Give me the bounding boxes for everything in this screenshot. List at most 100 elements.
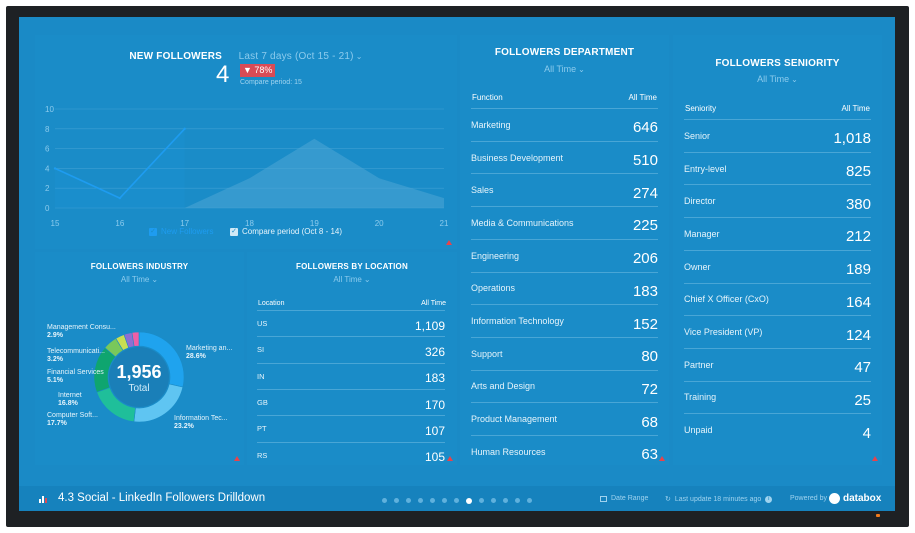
row-value: 170	[424, 397, 445, 412]
row-label: Human Resources	[471, 446, 546, 457]
row-value: 646	[632, 119, 658, 137]
row-value: 183	[632, 282, 658, 300]
chevron-down-icon: ⌄	[151, 275, 159, 284]
period-selector[interactable]: All Time ⌄	[757, 74, 798, 84]
page-dot[interactable]	[418, 498, 423, 503]
page-dot[interactable]	[491, 498, 496, 503]
table-row: Manager 212	[684, 217, 871, 250]
compare-period-area	[55, 138, 444, 208]
slice-label: Marketing an... 28.6%	[186, 345, 232, 361]
row-value: 212	[845, 228, 871, 246]
power-led	[876, 514, 880, 517]
row-value: 164	[845, 293, 871, 311]
slice-name: Computer Soft...	[47, 412, 98, 419]
page-dot[interactable]	[442, 498, 447, 503]
page-dot[interactable]	[527, 498, 532, 503]
chevron-down-icon: ⌄	[363, 275, 371, 284]
page-dot[interactable]	[515, 498, 520, 503]
x-tick-label: 15	[51, 219, 60, 228]
warning-icon[interactable]	[447, 456, 453, 461]
column-header-location: Location	[258, 300, 285, 307]
change-badge: ▼ 78%	[240, 64, 276, 77]
row-value: 68	[641, 413, 658, 431]
x-tick-label: 16	[115, 219, 124, 228]
legend-compare-period[interactable]: ✓ Compare period (Oct 8 - 14)	[230, 227, 343, 236]
new-followers-panel: NEW FOLLOWERS Last 7 days (Oct 15 - 21) ⌄…	[35, 35, 457, 249]
footer-bar: 4.3 Social - LinkedIn Followers Drilldow…	[19, 486, 895, 511]
slice-name: Internet	[58, 392, 82, 399]
row-label: Unpaid	[684, 425, 713, 436]
databox-logo[interactable]: databox	[829, 493, 881, 504]
page-dot[interactable]	[394, 498, 399, 503]
warning-icon[interactable]	[659, 456, 665, 461]
row-value: 105	[424, 450, 445, 465]
row-label: Business Development	[471, 152, 564, 163]
page-dot[interactable]	[503, 498, 508, 503]
row-value: 4	[862, 424, 871, 442]
row-label: Product Management	[471, 414, 558, 425]
row-label: Operations	[471, 283, 516, 294]
chevron-down-icon: ⌄	[791, 75, 798, 84]
y-tick-label: 10	[45, 105, 54, 114]
row-value: 510	[632, 152, 658, 170]
info-icon[interactable]: i	[765, 495, 773, 503]
checkbox-icon: ✓	[149, 227, 157, 236]
row-label: Media & Communications	[471, 217, 574, 228]
row-label: GB	[257, 398, 268, 408]
data-point	[118, 196, 122, 200]
period-selector[interactable]: Last 7 days (Oct 15 - 21) ⌄	[238, 51, 363, 62]
row-label: Chief X Officer (CxO)	[684, 294, 769, 305]
row-value: 206	[632, 250, 658, 268]
page-dot[interactable]	[430, 498, 435, 503]
donut-hole	[109, 347, 169, 407]
table-row: Sales 274	[471, 173, 658, 206]
warning-icon[interactable]	[234, 456, 240, 461]
x-tick-label: 19	[310, 219, 319, 228]
panel-title: FOLLOWERS SENIORITY	[715, 58, 840, 69]
x-tick-label: 18	[245, 219, 254, 228]
column-header-function: Function	[472, 93, 503, 102]
warning-icon[interactable]	[446, 240, 452, 245]
warning-icon[interactable]	[872, 456, 878, 461]
slice-name: Telecommunicati...	[47, 348, 105, 355]
period-selector[interactable]: All Time ⌄	[120, 275, 159, 284]
row-value: 72	[641, 380, 658, 398]
column-header-all-time: All Time	[628, 93, 657, 102]
row-value: 63	[641, 446, 658, 464]
dashboard-title: 4.3 Social - LinkedIn Followers Drilldow…	[58, 492, 266, 504]
new-followers-header: NEW FOLLOWERS Last 7 days (Oct 15 - 21) ⌄	[35, 46, 457, 64]
row-value: 1,109	[414, 318, 445, 333]
slice-name: Marketing an...	[186, 345, 233, 352]
powered-by-label: Powered by	[790, 495, 827, 502]
page-dot[interactable]	[479, 498, 484, 503]
page-dot[interactable]	[466, 497, 472, 504]
seniority-panel: FOLLOWERS SENIORITY All Time ⌄ Seniority …	[673, 35, 882, 465]
table-row: Owner 189	[684, 249, 871, 283]
page-indicator	[382, 497, 539, 504]
page-dot[interactable]	[382, 498, 387, 503]
data-point	[183, 127, 186, 130]
row-label: Entry-level	[684, 163, 727, 174]
slice-name: Financial Services	[47, 369, 104, 376]
table-header: Location All Time	[247, 300, 457, 307]
table-row: PT 107	[257, 415, 445, 441]
y-tick-label: 8	[45, 125, 50, 134]
table-row: Chief X Officer (CxO) 164	[684, 282, 871, 316]
panel-title: FOLLOWERS DEPARTMENT	[494, 47, 635, 58]
period-selector[interactable]: All Time ⌄	[333, 275, 371, 284]
slice-label: Financial Services 5.1%	[47, 369, 104, 385]
table-row: RS 105	[257, 441, 445, 468]
row-value: 380	[845, 195, 871, 213]
checkbox-icon: ✓	[230, 227, 238, 236]
page-dot[interactable]	[454, 498, 459, 503]
column-header-all-time: All Time	[421, 300, 446, 307]
date-range-button[interactable]: Date Range	[600, 495, 648, 502]
row-label: Engineering	[471, 250, 520, 261]
page-dot[interactable]	[406, 498, 411, 503]
period-selector[interactable]: All Time ⌄	[544, 64, 585, 74]
department-panel: FOLLOWERS DEPARTMENT All Time ⌄ Function …	[460, 35, 669, 465]
row-label: Partner	[684, 359, 714, 370]
table-row: Support 80	[471, 336, 658, 370]
row-label: Marketing	[471, 119, 511, 130]
legend-new-followers[interactable]: ✓ New Followers	[149, 227, 214, 236]
